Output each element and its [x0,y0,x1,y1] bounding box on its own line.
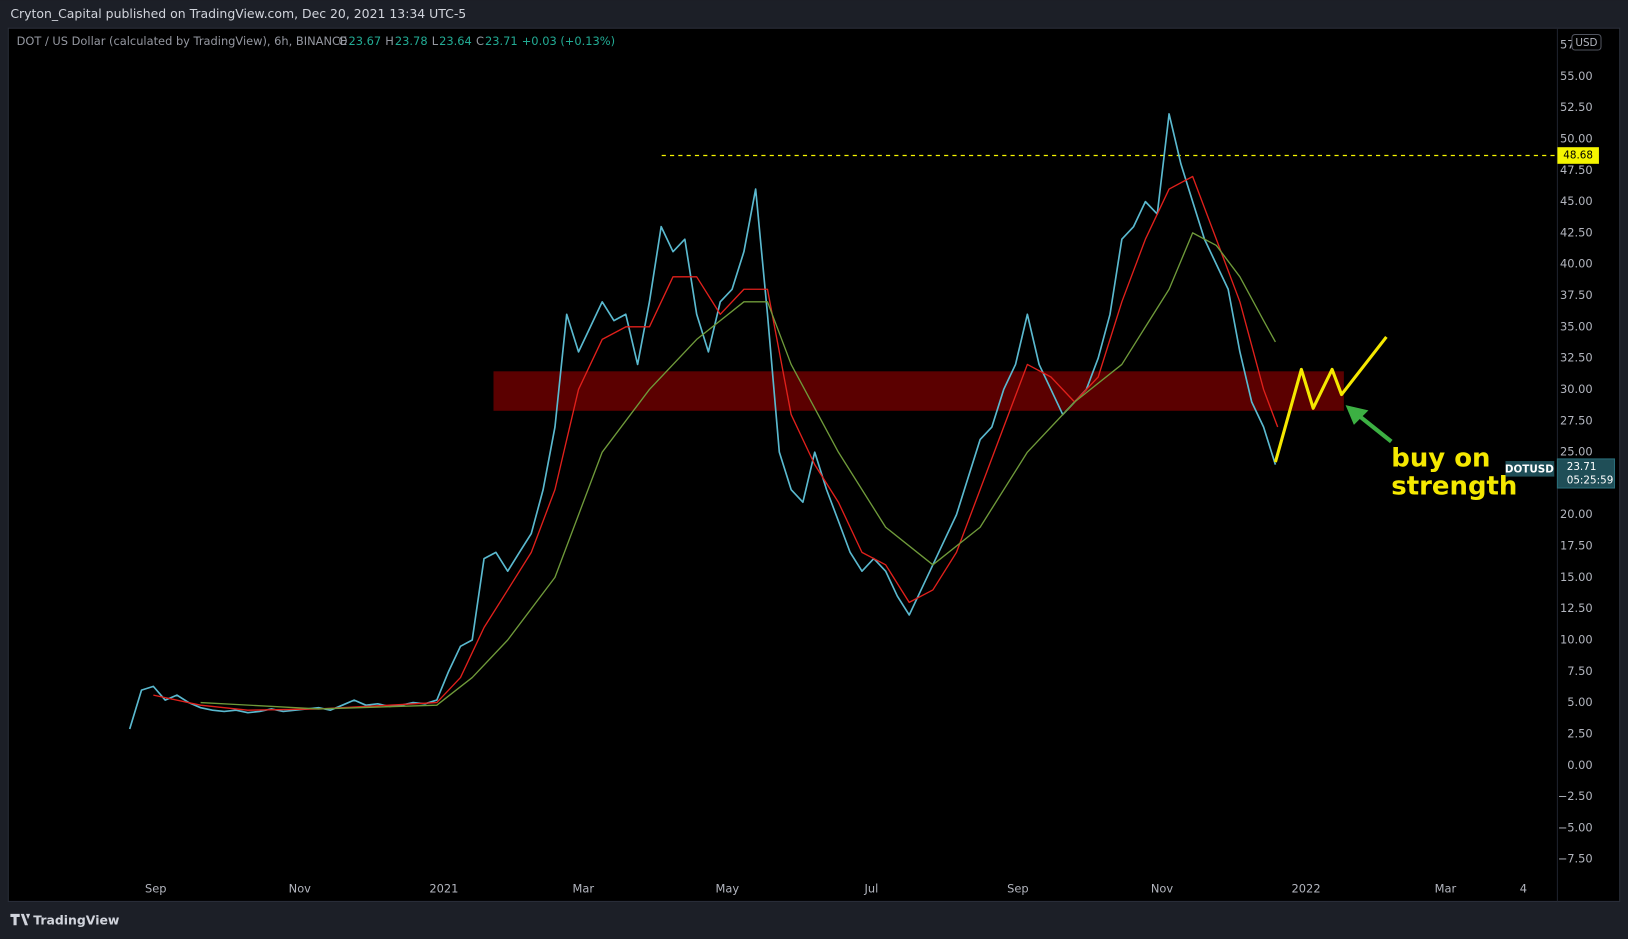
ohlc-label: H [385,34,394,48]
change: +0.03 (+0.13%) [522,34,615,48]
annotation: strength [1391,472,1517,502]
footer: TradingView [10,913,120,928]
ohlc-value: 23.71 [485,34,518,48]
y-tick-label: 35.00 [1560,319,1593,333]
x-tick-label: 4 [1520,881,1527,895]
y-tick-label: 42.50 [1560,225,1593,239]
y-tick-label: 47.50 [1560,163,1593,177]
y-tick-label: 52.50 [1560,100,1593,114]
series-line [153,175,1279,711]
symbol: DOTUSD [1505,463,1554,475]
currency: USD [1575,37,1597,49]
series-line [200,232,1276,710]
x-tick-label: Nov [289,881,312,895]
y-tick-label: −7.50 [1558,852,1593,866]
price-badge [1556,458,1616,489]
ohlc-value: 23.67 [348,34,381,48]
level-badge [1557,147,1599,164]
y-tick-label: 37.50 [1560,288,1593,302]
ohlc-label: C [476,34,484,48]
ohlc-value: 23.64 [439,34,472,48]
y-tick-label: 25.00 [1560,445,1593,459]
y-tick-label: 0.00 [1567,758,1592,772]
x-tick-label: Sep [1007,881,1029,895]
y-tick-label: 15.00 [1560,570,1593,584]
y-tick-label: 32.50 [1560,351,1593,365]
y-tick-label: 7.50 [1567,664,1592,678]
y-tick-label: 40.00 [1560,257,1593,271]
x-tick-label: Sep [145,881,167,895]
publisher: Cryton_Capital published on TradingView.… [10,6,466,21]
brand: TradingView [33,913,120,928]
x-tick-label: 2021 [429,881,458,895]
y-tick-label: 5.00 [1567,695,1592,709]
y-tick-label: 12.50 [1560,601,1593,615]
x-tick-label: Nov [1151,881,1174,895]
ohlc-label: O [338,34,347,48]
annotation-arrow [1345,405,1393,444]
logo [10,913,31,926]
y-tick-label: −5.00 [1558,820,1593,834]
y-tick-label: 20.00 [1560,507,1593,521]
y-tick-label: 27.50 [1560,413,1593,427]
countdown: 05:25:59 [1567,475,1614,487]
last-price: 23.71 [1567,461,1597,473]
plot-background [7,27,1621,902]
y-tick-label: 50.00 [1560,131,1593,145]
currency-box [1571,33,1602,51]
ohlc-label: L [432,34,439,48]
chart-title: DOT / US Dollar (calculated by TradingVi… [17,34,348,48]
y-tick-label: 2.50 [1567,726,1592,740]
y-tick-label: 17.50 [1560,539,1593,553]
symbol-badge [1505,461,1555,477]
x-tick-label: Mar [1435,881,1457,895]
x-tick-label: Jul [864,881,879,895]
ohlc-value: 23.78 [395,34,428,48]
level-label: 48.68 [1563,150,1593,162]
arrow-head [1345,405,1369,425]
resistance-zone [493,371,1344,411]
y-tick-label: −2.50 [1558,789,1593,803]
series-line [1273,335,1388,463]
annotation: buy on [1391,444,1490,474]
arrow-shaft [1354,411,1393,444]
x-tick-label: 2022 [1292,881,1321,895]
y-tick-label: 30.00 [1560,382,1593,396]
x-tick-label: May [716,881,740,895]
y-tick-label: 45.00 [1560,194,1593,208]
y-tick-label: 55.00 [1560,69,1593,83]
x-tick-label: Mar [572,881,594,895]
y-tick-label: 10.00 [1560,633,1593,647]
